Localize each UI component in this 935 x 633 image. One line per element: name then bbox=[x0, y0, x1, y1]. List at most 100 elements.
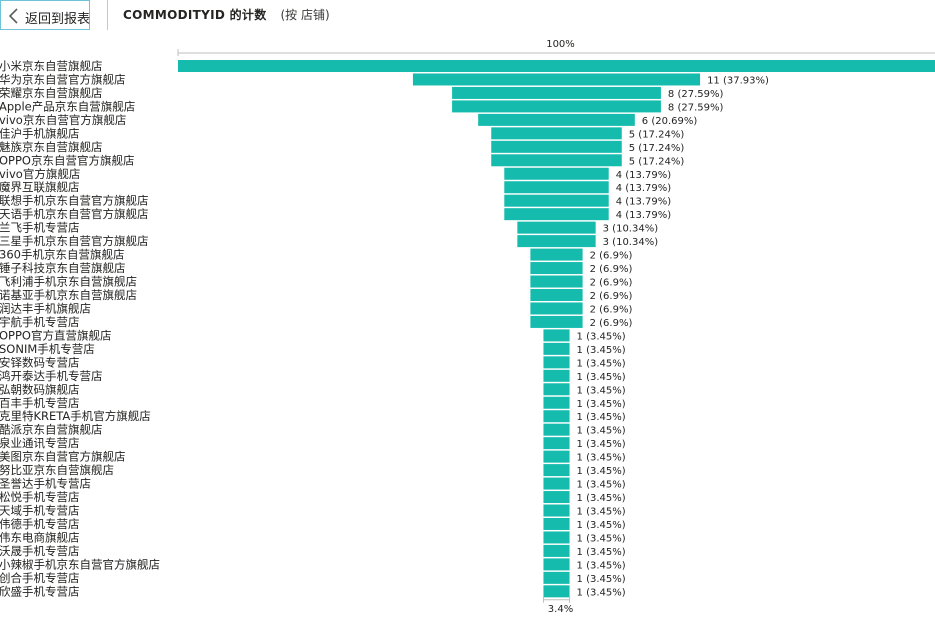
category-label: 宇航手机专营店 bbox=[0, 315, 80, 329]
category-label: 鸿开泰达手机专营店 bbox=[0, 369, 103, 383]
data-label: 4 (13.79%) bbox=[616, 170, 672, 181]
chart-title: COMMODITYID 的计数 (按 店铺) bbox=[123, 6, 330, 23]
category-label: OPPO京东自营官方旗舰店 bbox=[0, 153, 134, 167]
category-label: 荣耀京东自营旗舰店 bbox=[0, 86, 103, 100]
data-label: 8 (27.59%) bbox=[668, 89, 724, 100]
funnel-bar bbox=[543, 491, 570, 504]
funnel-bar bbox=[491, 140, 622, 153]
category-label: 小米京东自营旗舰店 bbox=[0, 59, 103, 73]
data-label: 8 (27.59%) bbox=[668, 102, 724, 113]
category-label: OPPO官方直营旗舰店 bbox=[0, 328, 111, 342]
data-label: 11 (37.93%) bbox=[707, 75, 769, 86]
category-label: 泉业通讯专营店 bbox=[0, 436, 80, 450]
data-label: 1 (3.45%) bbox=[577, 372, 626, 383]
funnel-bar bbox=[491, 154, 622, 167]
data-label: 2 (6.9%) bbox=[590, 278, 633, 289]
data-label: 5 (17.24%) bbox=[629, 129, 685, 140]
data-label: 1 (3.45%) bbox=[577, 533, 626, 544]
category-label: 锤子科技京东自营旗舰店 bbox=[0, 261, 126, 275]
data-label: 1 (3.45%) bbox=[577, 480, 626, 491]
category-label: 圣誉达手机专营店 bbox=[0, 477, 91, 491]
top-percent-label: 100% bbox=[546, 39, 575, 50]
category-label: 天域手机专营店 bbox=[0, 504, 80, 518]
data-label: 2 (6.9%) bbox=[590, 304, 633, 315]
funnel-bar bbox=[543, 477, 570, 490]
category-label: 润达丰手机旗舰店 bbox=[0, 301, 91, 315]
back-button-label: 返回到报表 bbox=[25, 12, 91, 27]
chart-title-sub: (按 店铺) bbox=[280, 8, 330, 22]
data-label: 5 (17.24%) bbox=[629, 156, 685, 167]
category-label: vivo官方旗舰店 bbox=[0, 167, 80, 181]
funnel-bar bbox=[504, 208, 609, 221]
data-label: 1 (3.45%) bbox=[577, 345, 626, 356]
funnel-bar bbox=[543, 585, 570, 598]
chart-title-main: COMMODITYID 的计数 bbox=[123, 8, 267, 22]
category-label: 天语手机京东自营官方旗舰店 bbox=[0, 207, 149, 221]
data-label: 1 (3.45%) bbox=[577, 547, 626, 558]
category-label: 弘朝数码旗舰店 bbox=[0, 382, 80, 396]
data-label: 1 (3.45%) bbox=[577, 520, 626, 531]
top-bar: 返回到报表 COMMODITYID 的计数 (按 店铺) bbox=[0, 0, 935, 32]
funnel-bar bbox=[543, 342, 570, 355]
funnel-bar bbox=[543, 369, 570, 382]
category-label: 安铎数码专营店 bbox=[0, 355, 80, 369]
funnel-bar bbox=[530, 302, 583, 315]
funnel-bar bbox=[543, 329, 570, 342]
funnel-bar bbox=[543, 437, 570, 450]
category-label: 小辣椒手机京东自营官方旗舰店 bbox=[0, 557, 160, 571]
funnel-bar bbox=[504, 194, 609, 207]
category-label: 伟东电商旗舰店 bbox=[0, 530, 80, 544]
funnel-bar bbox=[530, 315, 583, 328]
data-label: 1 (3.45%) bbox=[577, 574, 626, 585]
funnel-bar bbox=[543, 544, 570, 557]
data-label: 6 (20.69%) bbox=[642, 116, 698, 127]
data-label: 3 (10.34%) bbox=[603, 237, 659, 248]
data-label: 1 (3.45%) bbox=[577, 358, 626, 369]
funnel-bar bbox=[543, 504, 570, 517]
funnel-bar bbox=[452, 100, 661, 113]
data-label: 1 (3.45%) bbox=[577, 587, 626, 598]
data-label: 4 (13.79%) bbox=[616, 210, 672, 221]
data-label: 2 (6.9%) bbox=[590, 291, 633, 302]
category-label: SONIM手机专营店 bbox=[0, 342, 95, 356]
funnel-bar bbox=[543, 531, 570, 544]
funnel-bar bbox=[517, 221, 596, 234]
funnel-bar bbox=[530, 248, 583, 261]
funnel-bar bbox=[543, 450, 570, 463]
category-label: 诺基亚手机京东自营旗舰店 bbox=[0, 288, 137, 302]
category-label: 联想手机京东自营官方旗舰店 bbox=[0, 194, 149, 208]
data-label: 1 (3.45%) bbox=[577, 426, 626, 437]
category-label: 魅族京东自营旗舰店 bbox=[0, 140, 103, 154]
data-label: 2 (6.9%) bbox=[590, 251, 633, 262]
back-to-report-button[interactable]: 返回到报表 bbox=[0, 0, 90, 30]
funnel-bar bbox=[543, 423, 570, 436]
funnel-bar bbox=[478, 113, 635, 126]
category-label: 飞利浦手机京东自营旗舰店 bbox=[0, 275, 137, 289]
funnel-bar bbox=[530, 288, 583, 301]
category-label: 努比亚京东自营旗舰店 bbox=[0, 463, 114, 477]
data-label: 2 (6.9%) bbox=[590, 264, 633, 275]
funnel-bar bbox=[491, 127, 622, 140]
funnel-bar bbox=[543, 517, 570, 530]
funnel-bar bbox=[178, 60, 935, 72]
data-label: 1 (3.45%) bbox=[577, 331, 626, 342]
data-label: 4 (13.79%) bbox=[616, 183, 672, 194]
category-label: 伟德手机专营店 bbox=[0, 517, 80, 531]
data-label: 3 (10.34%) bbox=[603, 224, 659, 235]
funnel-bar bbox=[543, 571, 570, 584]
funnel-bar bbox=[543, 464, 570, 477]
category-label: 百丰手机专营店 bbox=[0, 396, 80, 410]
funnel-bar bbox=[543, 396, 570, 409]
bottom-percent-label: 3.4% bbox=[548, 604, 573, 615]
funnel-bar bbox=[530, 275, 583, 288]
category-label: 沃晟手机专营店 bbox=[0, 544, 80, 558]
header-divider bbox=[107, 0, 108, 30]
data-label: 1 (3.45%) bbox=[577, 466, 626, 477]
funnel-bar bbox=[543, 383, 570, 396]
data-label: 2 (6.9%) bbox=[590, 318, 633, 329]
category-label: 松悦手机专营店 bbox=[0, 490, 80, 504]
data-label: 4 (13.79%) bbox=[616, 197, 672, 208]
funnel-bar bbox=[543, 356, 570, 369]
funnel-bar bbox=[452, 86, 661, 99]
